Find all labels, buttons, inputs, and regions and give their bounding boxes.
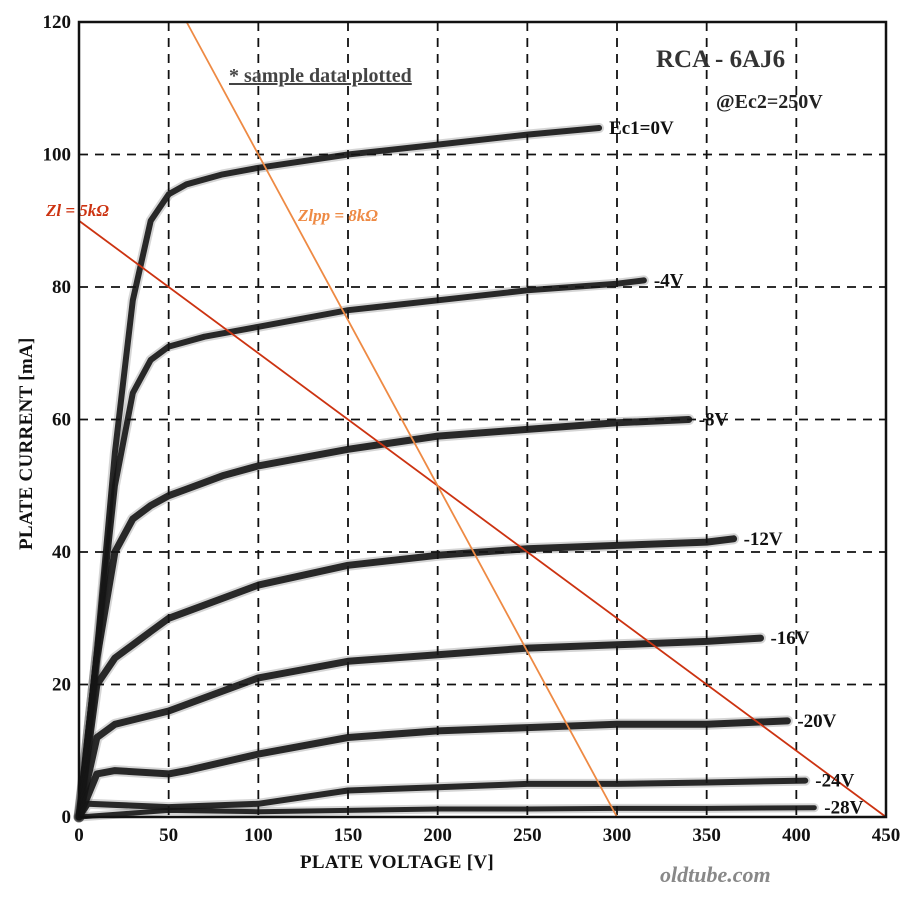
- curve-ec1-0v: [76, 125, 603, 820]
- y-tick-0: 0: [62, 807, 72, 828]
- curve-28v: [76, 805, 817, 820]
- curve-24v: [76, 777, 809, 820]
- plot-frame: [77, 20, 888, 819]
- load-line-2-label: Zlpp = 8kΩ: [297, 206, 378, 225]
- x-tick-200: 200: [423, 825, 452, 846]
- curve-label-4v: -4V: [654, 270, 684, 291]
- x-tick-300: 300: [603, 825, 632, 846]
- plate-curves: [73, 123, 819, 823]
- curve-12v: [75, 535, 738, 821]
- curve-label-24v: -24V: [815, 771, 854, 792]
- x-tick-450: 450: [872, 825, 900, 846]
- chart-title: RCA - 6AJ6: [656, 46, 785, 73]
- x-tick-250: 250: [513, 825, 542, 846]
- y-tick-100: 100: [43, 145, 72, 166]
- curve-8v: [75, 416, 693, 821]
- curve-label-ec1-0v: Ec1=0V: [609, 118, 674, 139]
- curve-label-16v: -16V: [770, 628, 809, 649]
- x-tick-0: 0: [74, 825, 84, 846]
- y-tick-40: 40: [52, 542, 71, 563]
- curve-20v: [75, 717, 791, 821]
- curve-label-28v: -28V: [824, 798, 863, 819]
- curve-label-8v: -8V: [699, 410, 729, 431]
- y-tick-80: 80: [52, 277, 71, 298]
- curve-16v: [75, 634, 764, 821]
- y-tick-labels: 0 20 40 60 80 100 120: [43, 12, 72, 828]
- x-axis-title: PLATE VOLTAGE [V]: [300, 852, 494, 873]
- x-tick-150: 150: [334, 825, 363, 846]
- curve-label-12v: -12V: [744, 529, 783, 550]
- curve-4v: [76, 277, 647, 820]
- y-tick-60: 60: [52, 410, 71, 431]
- y-axis-title: PLATE CURRENT [mA]: [16, 337, 37, 550]
- x-tick-350: 350: [692, 825, 721, 846]
- load-line-2: [185, 21, 618, 818]
- y-tick-20: 20: [52, 675, 71, 696]
- load-line-1-label: Zl = 5kΩ: [45, 201, 109, 220]
- chart-subtitle: @Ec2=250V: [716, 91, 823, 113]
- chart-note: * sample data plotted: [229, 65, 412, 87]
- watermark: oldtube.com: [660, 862, 771, 887]
- x-tick-400: 400: [782, 825, 811, 846]
- curve-labels: Ec1=0V -4V -8V -12V -16V -20V -24V -28V: [609, 118, 864, 819]
- y-tick-120: 120: [43, 12, 72, 33]
- load-line-1: [78, 220, 887, 818]
- x-tick-50: 50: [159, 825, 178, 846]
- load-lines: Zl = 5kΩ Zlpp = 8kΩ: [45, 21, 887, 818]
- x-tick-labels: 0 50 100 150 200 250 300 350 400 450: [74, 825, 900, 846]
- curve-label-20v: -20V: [797, 711, 836, 732]
- x-tick-100: 100: [244, 825, 273, 846]
